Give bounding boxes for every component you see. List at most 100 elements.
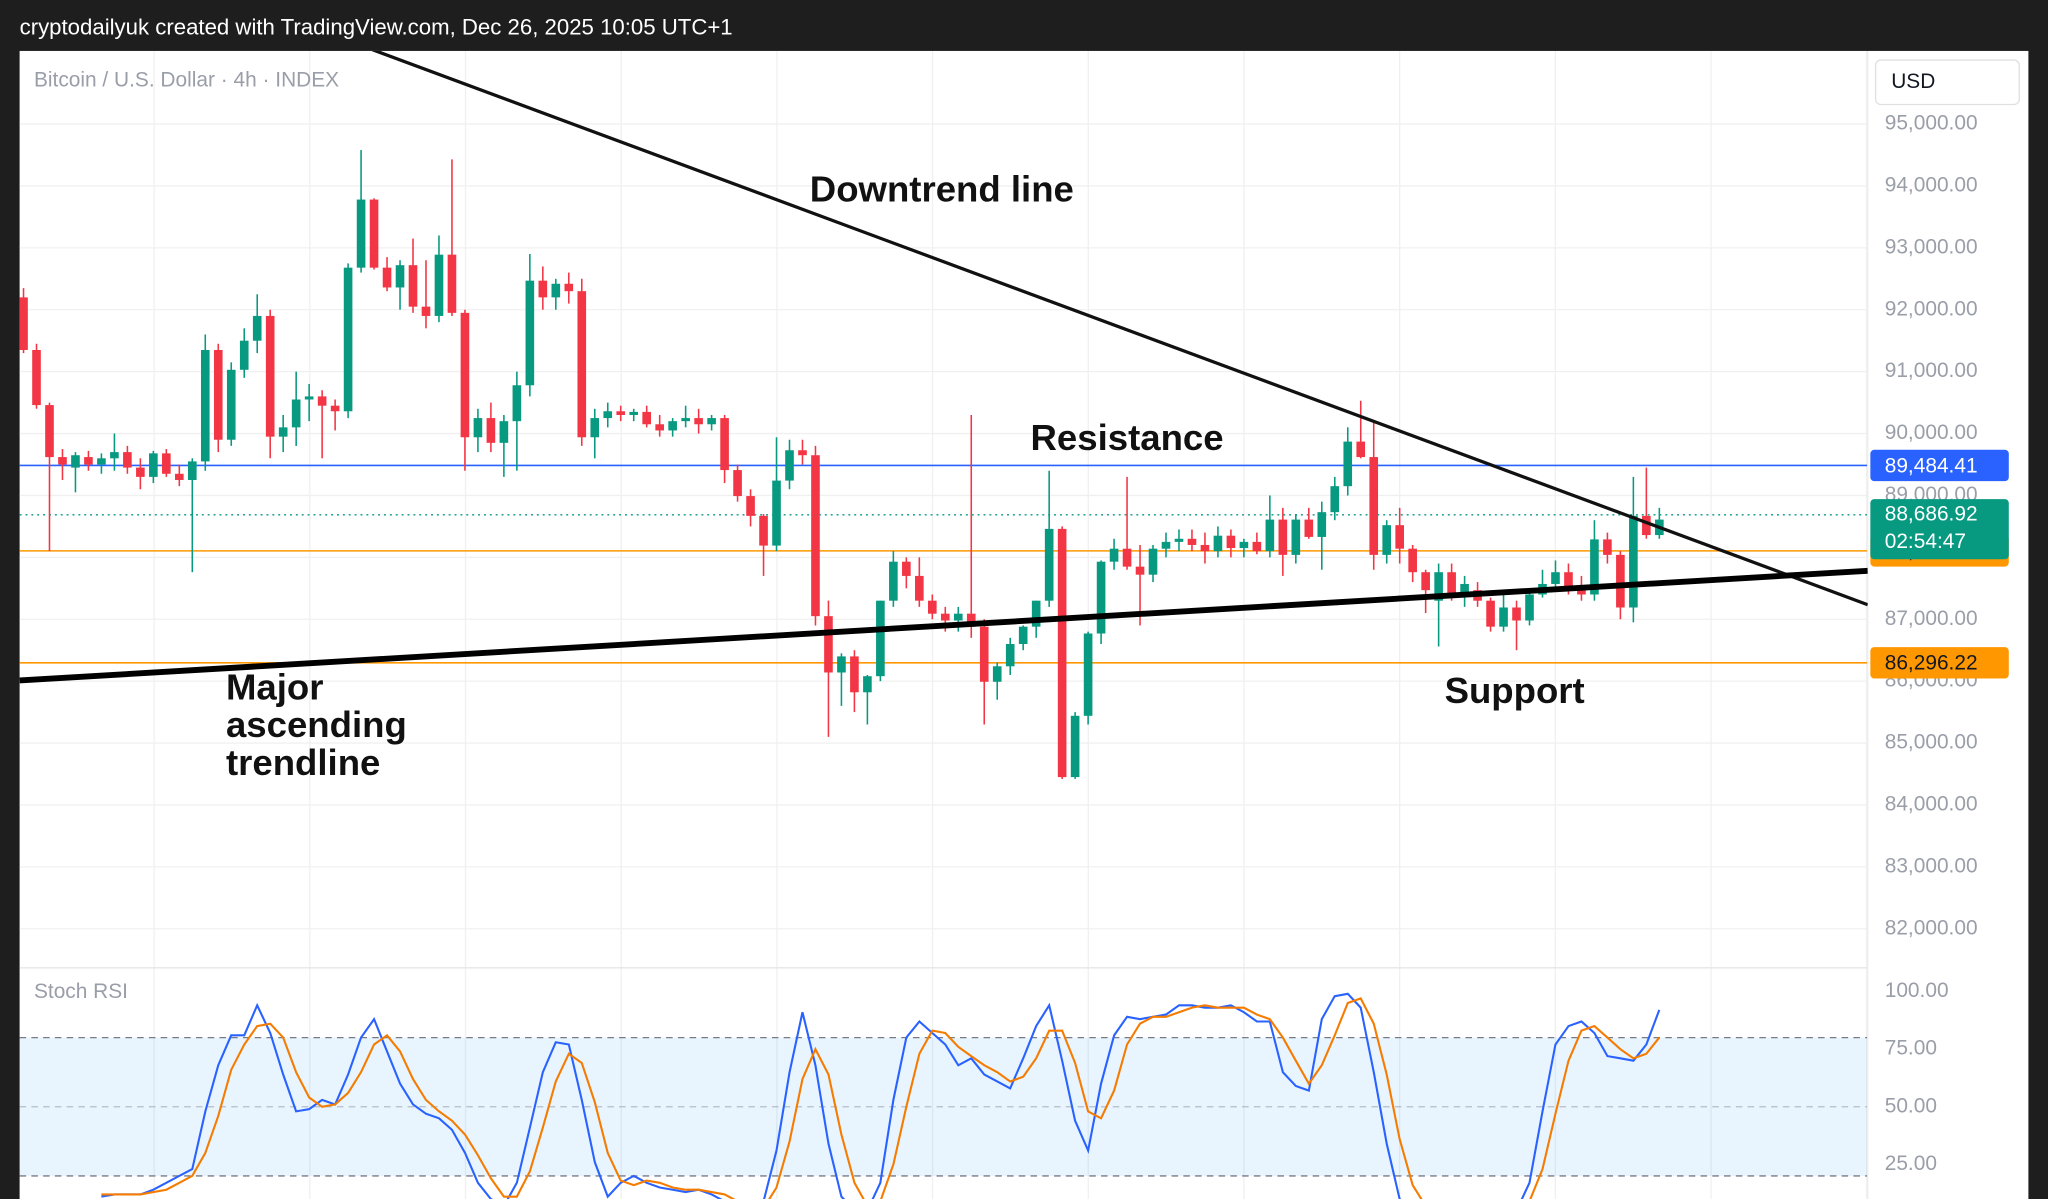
ascending-trendline <box>19 567 1868 684</box>
candle-body <box>1564 572 1573 589</box>
candle-body <box>1278 519 1288 555</box>
candle-body <box>162 453 171 474</box>
candle-body <box>1577 588 1586 595</box>
annotation: Resistance <box>1031 417 1224 458</box>
candle-body <box>1187 538 1197 545</box>
candle-body <box>1369 457 1379 555</box>
candle-body <box>175 473 184 480</box>
candle-body <box>525 280 535 386</box>
candle-body <box>1356 441 1366 458</box>
candle-body <box>694 418 703 425</box>
candle-body <box>772 480 781 546</box>
y-tick-label: 50.00 <box>1885 1094 1937 1117</box>
last-price-badge <box>1870 499 2009 560</box>
candle-body <box>200 349 210 462</box>
y-tick-label: 84,000.00 <box>1885 792 1978 815</box>
candle-body <box>226 369 236 440</box>
candle-body <box>1252 541 1262 552</box>
candle-body <box>58 457 67 465</box>
candle-body <box>1070 715 1080 778</box>
candle-body <box>1642 515 1651 536</box>
candle-body <box>123 452 132 468</box>
candle-body <box>876 600 885 677</box>
candle-body <box>1460 583 1469 595</box>
candle-body <box>84 457 93 465</box>
candle-body <box>811 455 820 617</box>
candle-body <box>45 405 54 458</box>
candle-body <box>1434 572 1443 601</box>
candle-body <box>19 297 28 350</box>
candle-body <box>746 496 755 516</box>
candle-body <box>110 452 119 459</box>
candle-body <box>681 418 690 422</box>
y-tick-label: 25.00 <box>1885 1152 1937 1175</box>
candle-body <box>759 515 768 546</box>
y-tick-label: 85,000.00 <box>1885 731 1978 754</box>
candle-body <box>447 254 457 313</box>
annotation: Support <box>1445 670 1585 711</box>
candle-body <box>71 455 80 468</box>
candle-body <box>265 315 275 437</box>
candle-body <box>149 453 158 477</box>
candle-body <box>1135 566 1145 575</box>
candle-body <box>382 267 392 288</box>
candle-body <box>32 349 41 406</box>
candle-body <box>902 561 911 576</box>
currency-box[interactable] <box>1874 59 2020 106</box>
candle-body <box>136 467 145 477</box>
candle-body <box>1226 535 1236 549</box>
candle-body <box>1161 541 1171 549</box>
candle-body <box>538 280 548 298</box>
candle-body <box>408 265 418 307</box>
candle-body <box>590 418 600 438</box>
y-tick-label: 100.00 <box>1885 979 1949 1002</box>
candle-body <box>837 656 846 673</box>
candle-body <box>1213 535 1223 552</box>
candle-body <box>1499 607 1508 627</box>
candle-body <box>304 396 314 400</box>
symbol-title: Bitcoin / U.S. Dollar · 4h · INDEX <box>34 68 339 91</box>
candle-body <box>707 418 716 425</box>
candle-body <box>915 575 924 601</box>
candle-body <box>1525 594 1534 621</box>
candle-body <box>486 418 496 443</box>
candle-body <box>629 411 639 415</box>
candle-body <box>1109 548 1119 562</box>
candle-body <box>928 600 937 614</box>
candle-body <box>551 283 561 298</box>
price-badge <box>1870 449 2009 482</box>
candle-body <box>291 399 301 428</box>
y-tick-label: 83,000.00 <box>1885 854 1978 877</box>
y-tick-label: 91,000.00 <box>1885 359 1978 382</box>
price-badge-label: 89,484.41 <box>1885 454 1978 477</box>
candle-body <box>966 613 976 627</box>
annotation: Major <box>226 666 324 707</box>
price-badge <box>1870 647 2009 679</box>
currency[interactable]: USD <box>1891 70 1935 93</box>
y-tick-label: 87,000.00 <box>1885 607 1978 630</box>
candle-body <box>1603 539 1612 555</box>
candle-body <box>1343 441 1353 487</box>
candle-body <box>850 656 859 693</box>
candle-body <box>785 450 794 481</box>
candle-body <box>434 254 444 316</box>
candle-body <box>1629 515 1638 608</box>
candle-body <box>97 458 106 465</box>
candle-body <box>1122 548 1132 567</box>
candle-body <box>1447 572 1456 595</box>
candle-body <box>1551 572 1560 584</box>
candle-body <box>603 411 613 419</box>
candle-body <box>252 315 262 341</box>
candle-body <box>369 199 379 268</box>
candle-body <box>1512 607 1521 621</box>
candle-body <box>1148 548 1158 575</box>
candle-body <box>889 561 898 601</box>
candle-body <box>1265 519 1275 552</box>
candle-body <box>655 424 664 431</box>
candle-body <box>1304 519 1314 537</box>
candle-body <box>1083 633 1093 716</box>
countdown: 02:54:47 <box>1885 530 1966 553</box>
candle-body <box>1200 544 1210 552</box>
